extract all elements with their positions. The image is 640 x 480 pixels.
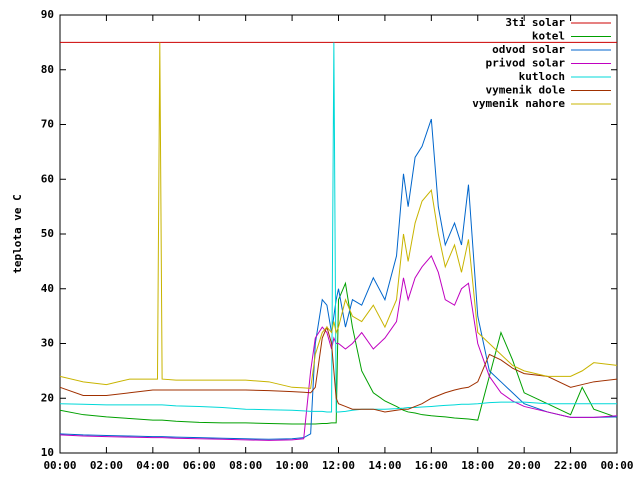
legend-label: vymenik dole [486, 84, 566, 97]
y-tick-label: 80 [41, 63, 54, 76]
x-tick-label: 12:00 [322, 459, 355, 472]
legend-label: kutloch [519, 70, 565, 83]
x-tick-label: 14:00 [368, 459, 401, 472]
x-tick-label: 18:00 [461, 459, 494, 472]
legend-label: 3ti solar [505, 16, 565, 29]
y-tick-label: 90 [41, 8, 54, 21]
y-axis-label: teplota ve C [11, 194, 24, 273]
y-tick-label: 10 [41, 446, 54, 459]
y-tick-label: 60 [41, 172, 54, 185]
y-tick-label: 30 [41, 337, 54, 350]
y-tick-label: 70 [41, 118, 54, 131]
x-tick-label: 00:00 [600, 459, 633, 472]
y-tick-label: 40 [41, 282, 54, 295]
x-tick-label: 16:00 [415, 459, 448, 472]
y-tick-label: 50 [41, 227, 54, 240]
x-tick-label: 00:00 [43, 459, 76, 472]
x-tick-label: 08:00 [229, 459, 262, 472]
y-tick-label: 20 [41, 391, 54, 404]
series-line [59, 42, 617, 413]
legend-label: odvod solar [492, 43, 565, 56]
legend-label: privod solar [486, 57, 566, 70]
x-tick-label: 20:00 [508, 459, 541, 472]
series-line [59, 42, 618, 389]
x-tick-label: 04:00 [136, 459, 169, 472]
series-line [59, 325, 618, 413]
x-tick-label: 22:00 [554, 459, 587, 472]
x-tick-label: 10:00 [276, 459, 309, 472]
legend-label: vymenik nahore [472, 97, 565, 110]
series-line [59, 118, 618, 440]
series-line [59, 254, 618, 441]
x-tick-label: 06:00 [183, 459, 216, 472]
x-tick-label: 02:00 [90, 459, 123, 472]
legend-label: kotel [532, 30, 565, 43]
